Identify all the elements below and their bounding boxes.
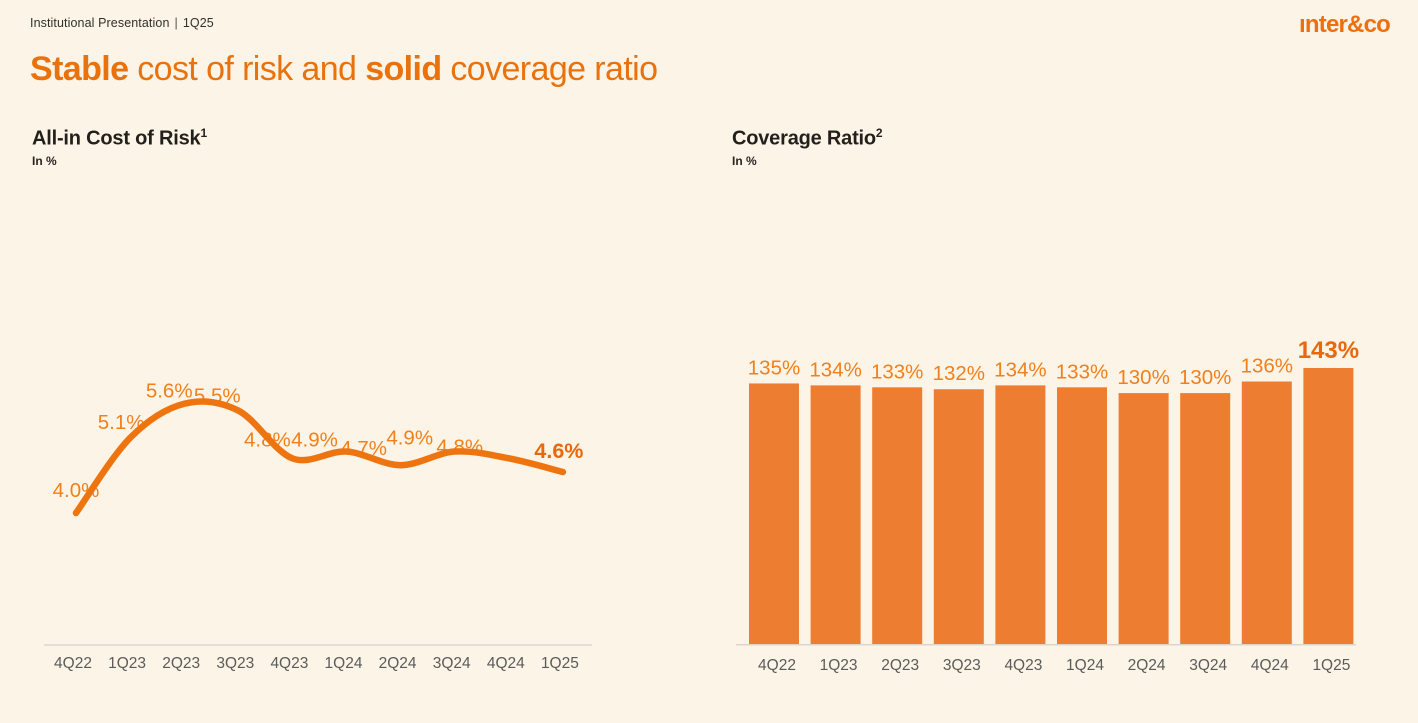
coverage-ratio-bar-chart: 135% 134% 133% 132% 134% 133% 130% 130% 136%143%… xyxy=(736,337,1359,674)
coverage-ratio-bar xyxy=(933,389,984,644)
x-axis-tick-label: 4Q24 xyxy=(1251,657,1289,674)
breadcrumb-label: Institutional Presentation xyxy=(30,16,170,30)
cost-of-risk-header: All-in Cost of Risk1 In % xyxy=(32,126,207,168)
x-axis-tick-label: 4Q23 xyxy=(270,655,308,672)
inter-co-logo: ınter&co xyxy=(1299,11,1391,38)
cost-of-risk-title-text: All-in Cost of Risk xyxy=(32,127,201,150)
coverage-ratio-bar xyxy=(1303,368,1354,644)
breadcrumb-separator: | xyxy=(174,16,178,30)
x-axis-tick-label: 3Q23 xyxy=(216,655,254,672)
x-axis-tick-label: 3Q23 xyxy=(943,657,981,674)
coverage-ratio-header: Coverage Ratio2 In % xyxy=(732,126,883,168)
coverage-ratio-bar xyxy=(810,385,861,644)
cost-of-risk-line-chart: 4.0%5.1%5.6% 5.5%4.8% 4.9% 4.7% 4.9% 4.8% 4.6%… xyxy=(44,380,592,672)
coverage-ratio-bar xyxy=(1180,393,1231,644)
page-title: Stable cost of risk and solid coverage r… xyxy=(30,50,658,89)
page-title-segment: cost of risk and xyxy=(128,50,366,88)
breadcrumb-period: 1Q25 xyxy=(182,16,214,30)
coverage-ratio-bar xyxy=(1057,387,1107,644)
x-axis-tick-label: 1Q24 xyxy=(325,655,363,672)
bar-data-label: 143% xyxy=(1298,337,1359,364)
x-axis-tick-label: 1Q24 xyxy=(1066,657,1104,674)
x-axis-tick-label: 4Q22 xyxy=(54,655,92,672)
bar-data-label: 133% xyxy=(871,360,923,383)
x-axis-tick-label: 2Q23 xyxy=(162,655,200,672)
coverage-ratio-bar xyxy=(995,385,1046,644)
bar-data-label: 135% xyxy=(748,356,800,379)
line-data-label: 4.9% xyxy=(386,427,433,450)
bar-data-label: 134% xyxy=(994,358,1046,381)
x-axis-tick-label: 2Q23 xyxy=(881,657,919,674)
coverage-ratio-bar xyxy=(749,383,799,644)
bar-data-label: 130% xyxy=(1179,366,1231,389)
coverage-ratio-footnote-marker: 2 xyxy=(875,126,883,140)
x-axis-tick-label: 3Q24 xyxy=(1189,657,1227,674)
x-axis-tick-label: 4Q23 xyxy=(1004,657,1042,674)
x-axis-tick-label: 1Q25 xyxy=(541,655,579,672)
breadcrumb: Institutional Presentation | 1Q25 xyxy=(30,16,214,30)
coverage-ratio-bar xyxy=(1118,393,1169,644)
cost-of-risk-title: All-in Cost of Risk1 xyxy=(32,126,207,151)
bar-data-label: 130% xyxy=(1117,366,1169,389)
bar-data-label: 134% xyxy=(809,358,861,381)
page-title-segment: solid xyxy=(365,50,442,88)
line-data-label: 5.6% xyxy=(146,380,193,403)
bar-data-label: 136% xyxy=(1241,355,1293,378)
x-axis-tick-label: 2Q24 xyxy=(1128,657,1166,674)
bar-data-label: 132% xyxy=(933,362,985,385)
coverage-ratio-title: Coverage Ratio2 xyxy=(732,126,883,151)
coverage-ratio-title-text: Coverage Ratio xyxy=(732,127,876,150)
coverage-ratio-unit-label: In % xyxy=(732,153,757,168)
coverage-ratio-bar xyxy=(1241,381,1292,644)
cost-of-risk-footnote-marker: 1 xyxy=(200,126,207,140)
line-data-label: 5.1% xyxy=(98,411,145,434)
coverage-ratio-bar xyxy=(872,387,923,644)
cost-of-risk-unit-label: In % xyxy=(32,153,57,168)
page-title-segment: coverage ratio xyxy=(441,50,658,88)
x-axis-tick-label: 1Q23 xyxy=(108,655,146,672)
bar-data-label: 133% xyxy=(1056,360,1108,383)
x-axis-tick-label: 4Q22 xyxy=(758,657,796,674)
x-axis-tick-label: 2Q24 xyxy=(379,655,417,672)
x-axis-tick-label: 1Q25 xyxy=(1312,657,1350,674)
x-axis-tick-label: 3Q24 xyxy=(433,655,471,672)
line-data-label: 4.6% xyxy=(534,439,583,463)
line-data-label: 4.9% xyxy=(291,429,338,452)
x-axis-tick-label: 1Q23 xyxy=(820,657,858,674)
cost-of-risk-trend-line xyxy=(72,398,567,517)
x-axis-tick-label: 4Q24 xyxy=(487,655,525,672)
page-title-segment: Stable xyxy=(30,50,129,88)
